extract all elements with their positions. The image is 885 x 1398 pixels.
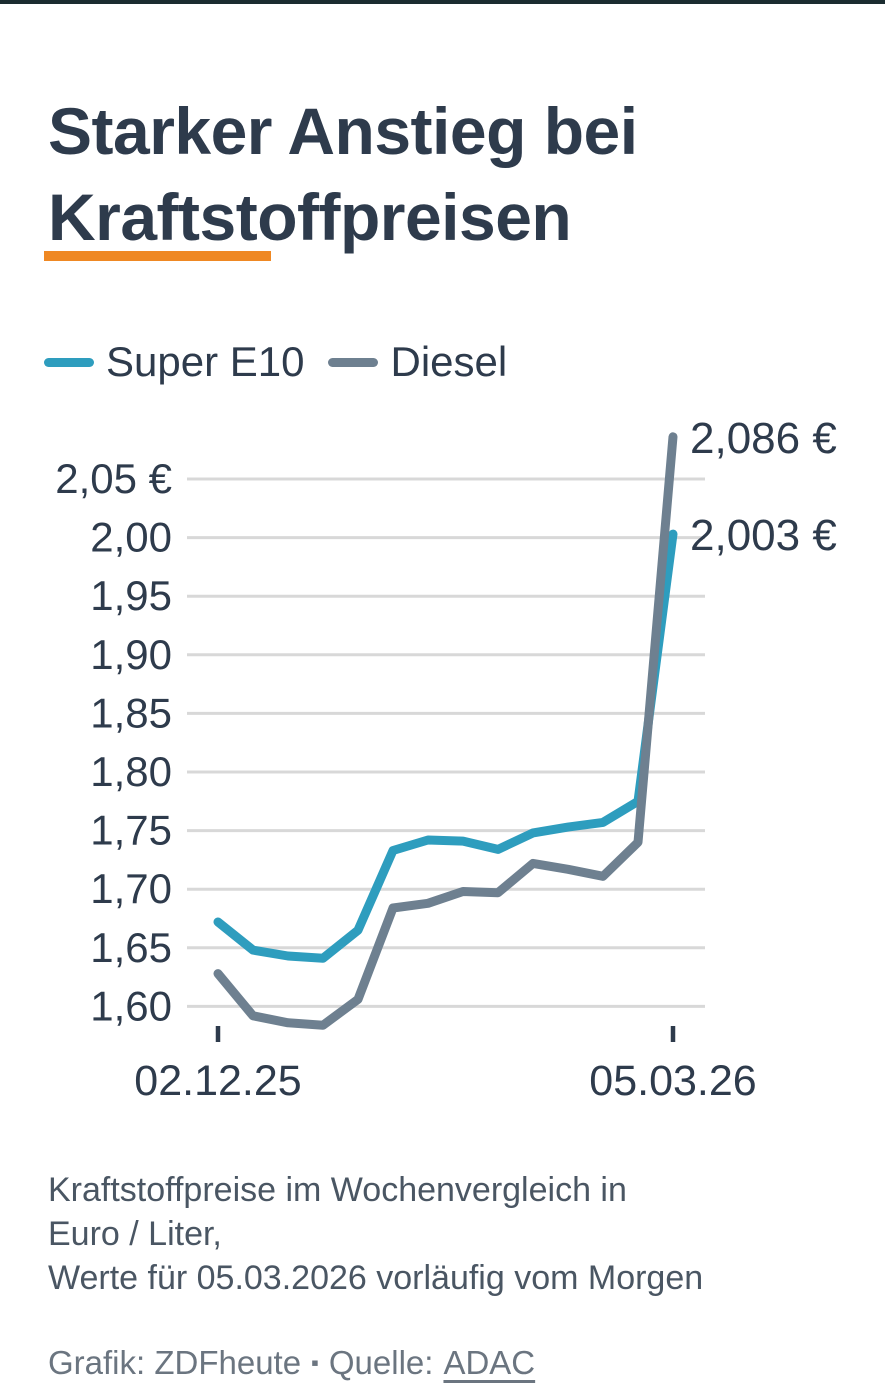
credit-graphic-by: Grafik: ZDFheute: [48, 1344, 302, 1381]
description-line3: Werte für 05.03.2026 vorläufig vom Morge…: [48, 1259, 704, 1297]
y-axis-tick-label: 2,00: [90, 514, 172, 561]
legend-label-diesel: Diesel: [390, 338, 508, 385]
y-axis-tick-label: 1,90: [90, 631, 172, 678]
title-accent-bar: [44, 251, 271, 261]
chart-description: Kraftstoffpreise im Wochenvergleich in E…: [48, 1168, 848, 1300]
y-axis-tick-label: 1,95: [90, 572, 172, 619]
credit-separator-icon: ▪: [311, 1350, 319, 1375]
diesel-line-swatch-icon: [328, 357, 379, 367]
description-line2: Euro / Liter,: [48, 1215, 222, 1253]
page-title-line1: Starker Anstieg bei: [48, 94, 638, 169]
y-axis-tick-label: 1,75: [90, 807, 172, 854]
chart-legend: Super E10 Diesel: [44, 338, 531, 386]
end-value-label-super-e10: 2,003 €: [690, 511, 837, 560]
fuel-price-line-chart: 2,05 € 2,00 1,95 1,90 1,85 1,80 1,75 1,70 1,65 1,…: [55, 414, 837, 1105]
line-diesel: [213, 432, 678, 1030]
page-title: Starker Anstieg bei Kraftstoffpreisen: [48, 88, 848, 260]
credit-source-link[interactable]: ADAC: [443, 1344, 536, 1381]
x-axis-tick-label: 05.03.26: [589, 1057, 756, 1105]
legend-label-super-e10: Super E10: [106, 338, 305, 385]
y-axis-tick-label: 2,05 €: [55, 455, 172, 502]
y-axis-tick-label: 1,65: [90, 924, 172, 971]
credit-line: Grafik: ZDFheute ▪ Quelle: ADAC: [48, 1344, 848, 1382]
y-axis-tick-label: 1,85: [90, 689, 172, 736]
legend-item-diesel: Diesel: [328, 338, 507, 386]
y-axis-tick-label: 1,60: [90, 982, 172, 1029]
top-border-bar: [0, 0, 885, 4]
y-axis-tick-label: 1,80: [90, 748, 172, 795]
end-value-label-diesel: 2,086 €: [690, 414, 837, 463]
y-axis-tick-label: 1,70: [90, 865, 172, 912]
page-title-line2: Kraftstoffpreisen: [48, 180, 572, 255]
description-line1: Kraftstoffpreise im Wochenvergleich in: [48, 1171, 627, 1209]
legend-item-super-e10: Super E10: [44, 338, 304, 386]
super-e10-line-swatch-icon: [44, 357, 94, 367]
x-axis-tick-label: 02.12.25: [134, 1057, 301, 1105]
credit-source-label: Quelle:: [328, 1344, 434, 1381]
line-super-e10: [213, 529, 678, 963]
